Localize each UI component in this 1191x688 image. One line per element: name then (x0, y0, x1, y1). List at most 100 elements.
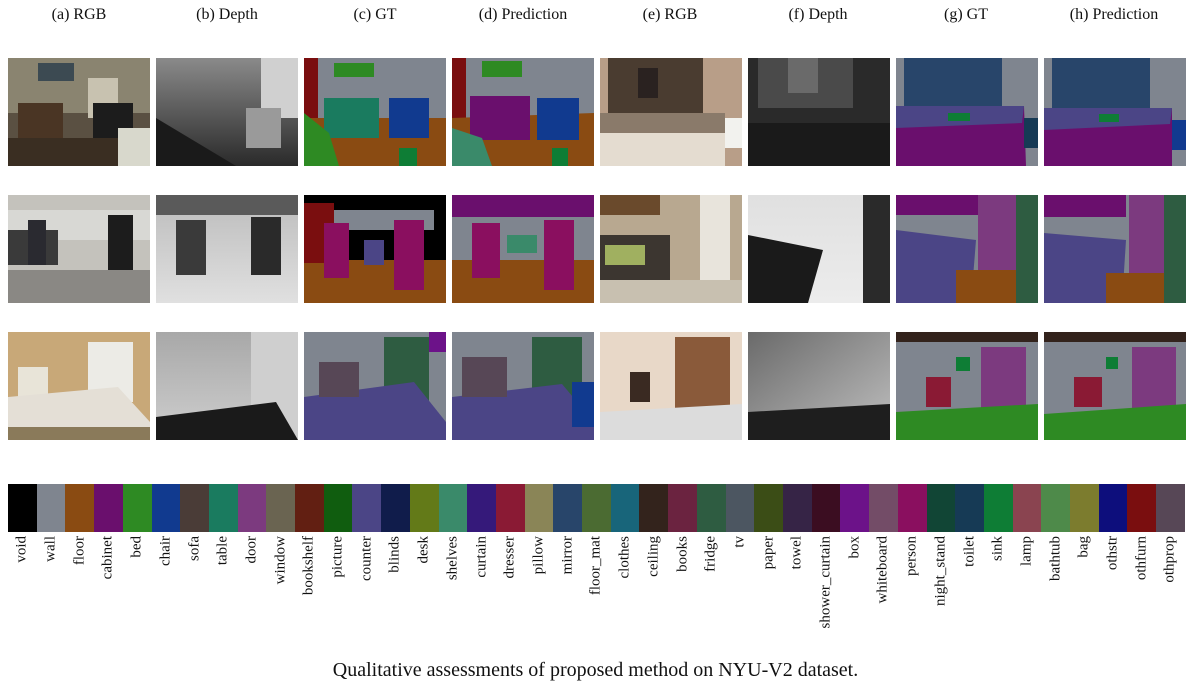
legend-swatch-picture (323, 484, 353, 532)
legend-label-dresser: dresser (501, 536, 518, 579)
legend-swatch-sink (983, 484, 1013, 532)
header-e-rgb: (e) RGB (642, 6, 698, 23)
color-legend (8, 484, 1185, 532)
legend-label-door: door (243, 536, 260, 564)
legend-label-tv: tv (731, 536, 748, 548)
legend-label-whiteboard: whiteboard (874, 536, 891, 604)
prediction-segmentation (1044, 58, 1186, 166)
gt-segmentation (896, 58, 1038, 166)
rgb-image (8, 195, 150, 303)
legend-swatch-floor (65, 484, 95, 532)
legend-label-floor-mat: floor_mat (587, 536, 604, 596)
rgb-image (8, 332, 150, 440)
legend-label-blinds: blinds (386, 536, 403, 573)
legend-label-shower-curtain: shower_curtain (817, 536, 834, 629)
legend-swatch-bathtub (1041, 484, 1071, 532)
legend-label-shelves: shelves (444, 536, 461, 581)
legend-swatch-clothes (610, 484, 640, 532)
legend-swatch-tv (725, 484, 755, 532)
depth-image (748, 195, 890, 303)
figure-caption: Qualitative assessments of proposed meth… (332, 659, 859, 681)
legend-label-clothes: clothes (616, 536, 633, 579)
legend-label-pillow: pillow (530, 536, 547, 575)
legend-swatch-shower-curtain (811, 484, 841, 532)
rgb-image (600, 195, 742, 303)
prediction-segmentation (452, 195, 594, 303)
header-a-rgb: (a) RGB (51, 6, 107, 23)
legend-swatch-curtain (467, 484, 496, 532)
legend-label-curtain: curtain (473, 536, 490, 578)
legend-swatch-bag (1070, 484, 1099, 532)
legend-swatch-dresser (495, 484, 525, 532)
legend-swatch-person (897, 484, 927, 532)
legend-swatch-desk (409, 484, 439, 532)
legend-label-table: table (214, 536, 231, 566)
legend-label-bag: bag (1075, 536, 1092, 558)
legend-swatch-bed (122, 484, 152, 532)
legend-label-towel: towel (788, 536, 805, 570)
legend-swatch-table (208, 484, 238, 532)
legend-swatch-othprop (1156, 484, 1185, 532)
gt-segmentation (896, 195, 1038, 303)
legend-label-sink: sink (989, 536, 1006, 562)
legend-swatch-fridge (696, 484, 726, 532)
depth-image (748, 58, 890, 166)
legend-labels: void wall floor cabinet bed chair sofa table doo… (8, 536, 1185, 646)
legend-swatch-ceiling (639, 484, 669, 532)
legend-swatch-books (668, 484, 697, 532)
legend-label-floor: floor (71, 536, 88, 566)
legend-label-sofa: sofa (186, 536, 203, 561)
prediction-segmentation (452, 332, 594, 440)
header-d-prediction: (d) Prediction (478, 6, 568, 23)
legend-swatch-sofa (180, 484, 209, 532)
depth-image (156, 332, 298, 440)
legend-swatch-shelves (438, 484, 468, 532)
legend-label-counter: counter (358, 536, 375, 581)
header-f-depth: (f) Depth (788, 6, 848, 23)
prediction-segmentation (452, 58, 594, 166)
legend-swatch-box (840, 484, 870, 532)
gt-segmentation (304, 332, 446, 440)
header-b-depth: (b) Depth (196, 6, 258, 23)
legend-label-paper: paper (760, 536, 777, 570)
legend-swatch-cabinet (94, 484, 123, 532)
header-g-gt: (g) GT (944, 6, 988, 23)
legend-swatch-othfurn (1127, 484, 1157, 532)
legend-label-ceiling: ceiling (645, 536, 662, 577)
gt-segmentation (304, 58, 446, 166)
legend-label-cabinet: cabinet (99, 536, 116, 580)
legend-label-toilet: toilet (961, 536, 978, 567)
depth-image (156, 195, 298, 303)
legend-label-window: window (272, 536, 289, 585)
legend-label-chair: chair (157, 536, 174, 566)
legend-label-othstr: othstr (1104, 536, 1121, 571)
legend-label-picture: picture (329, 536, 346, 578)
legend-swatch-chair (151, 484, 181, 532)
legend-label-night-stand: night_stand (932, 536, 949, 606)
legend-label-void: void (13, 536, 30, 563)
legend-label-fridge: fridge (702, 536, 719, 572)
legend-label-books: books (674, 536, 691, 572)
legend-label-bookshelf: bookshelf (300, 536, 317, 596)
legend-label-box: box (846, 536, 863, 559)
legend-swatch-night-stand (926, 484, 956, 532)
legend-swatch-wall (36, 484, 66, 532)
rgb-image (8, 58, 150, 166)
legend-label-bathtub: bathtub (1047, 536, 1064, 581)
legend-swatch-blinds (381, 484, 410, 532)
legend-swatch-counter (352, 484, 382, 532)
legend-label-person: person (903, 536, 920, 576)
header-c-gt: (c) GT (353, 6, 397, 23)
legend-swatch-floor-mat (582, 484, 611, 532)
legend-swatch-othstr (1098, 484, 1128, 532)
header-h-prediction: (h) Prediction (1069, 6, 1159, 23)
legend-swatch-paper (754, 484, 783, 532)
rgb-image (600, 58, 742, 166)
legend-swatch-whiteboard (869, 484, 898, 532)
legend-swatch-window (266, 484, 296, 532)
legend-swatch-towel (782, 484, 812, 532)
legend-label-desk: desk (415, 536, 432, 564)
legend-swatch-door (237, 484, 267, 532)
legend-label-wall: wall (42, 536, 59, 562)
legend-swatch-lamp (1012, 484, 1042, 532)
